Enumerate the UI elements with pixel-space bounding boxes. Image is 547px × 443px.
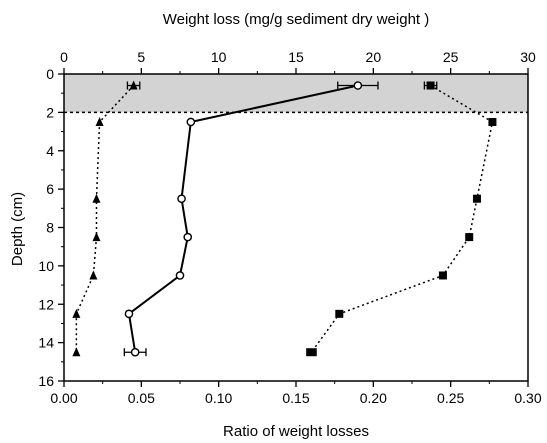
circle-point [175, 271, 185, 280]
top-axis-title: Weight loss (mg/g sediment dry weight ) [163, 11, 430, 28]
bottom-tick-label: 0.10 [205, 390, 232, 406]
circle-point [177, 194, 186, 204]
y-tick-label: 14 [38, 335, 54, 351]
triangle-point [129, 80, 138, 90]
triangle-point [72, 308, 81, 318]
y-tick-label: 6 [46, 181, 54, 197]
top-tick-label: 5 [137, 49, 145, 65]
top-tick-label: 20 [366, 49, 382, 65]
square-point [438, 271, 447, 280]
triangle-point [92, 232, 101, 242]
bottom-tick-label: 0.15 [282, 390, 309, 406]
square-point [335, 309, 344, 318]
y-tick-label: 12 [38, 296, 54, 312]
bottom-tick-label: 0.30 [514, 390, 541, 406]
square-point [307, 348, 316, 357]
y-tick-label: 8 [46, 220, 54, 236]
circle-point [130, 347, 140, 357]
y-tick-label: 0 [46, 66, 54, 82]
bottom-tick-label: 0.05 [128, 390, 155, 406]
top-tick-label: 25 [443, 49, 459, 65]
circle-point [183, 232, 193, 242]
top-tick-label: 30 [520, 49, 536, 65]
bottom-tick-label: 0.00 [50, 390, 77, 406]
square-point [465, 233, 474, 242]
y-tick-label: 2 [46, 104, 54, 120]
triangle-point [92, 193, 101, 203]
top-tick-label: 15 [288, 49, 304, 65]
bottom-axis-title: Ratio of weight losses [223, 423, 369, 440]
y-axis-title: Depth (cm) [9, 192, 26, 266]
circle-point [124, 309, 134, 319]
series-circle-line [127, 84, 359, 353]
square-point [488, 117, 497, 126]
top-tick-label: 0 [60, 49, 68, 65]
plot-frame [63, 73, 529, 382]
circle-point [353, 81, 363, 90]
y-tick-label: 10 [38, 258, 54, 274]
square-point [472, 194, 481, 203]
y-tick-label: 4 [46, 143, 54, 159]
bottom-tick-label: 0.25 [437, 390, 464, 406]
circle-point [186, 117, 196, 127]
square-point [426, 81, 435, 90]
top-tick-label: 10 [211, 49, 227, 65]
y-tick-label: 16 [38, 373, 54, 389]
triangle-point [89, 270, 98, 280]
triangle-point [95, 116, 104, 126]
shaded-band [64, 74, 528, 113]
plot-layer: 0 2 4 6 8 10 12 14 160.00 0.05 0.10 0.15 0.20 0.25 0.3… [38, 49, 541, 406]
bottom-tick-label: 0.20 [360, 390, 387, 406]
triangle-point [72, 347, 81, 357]
